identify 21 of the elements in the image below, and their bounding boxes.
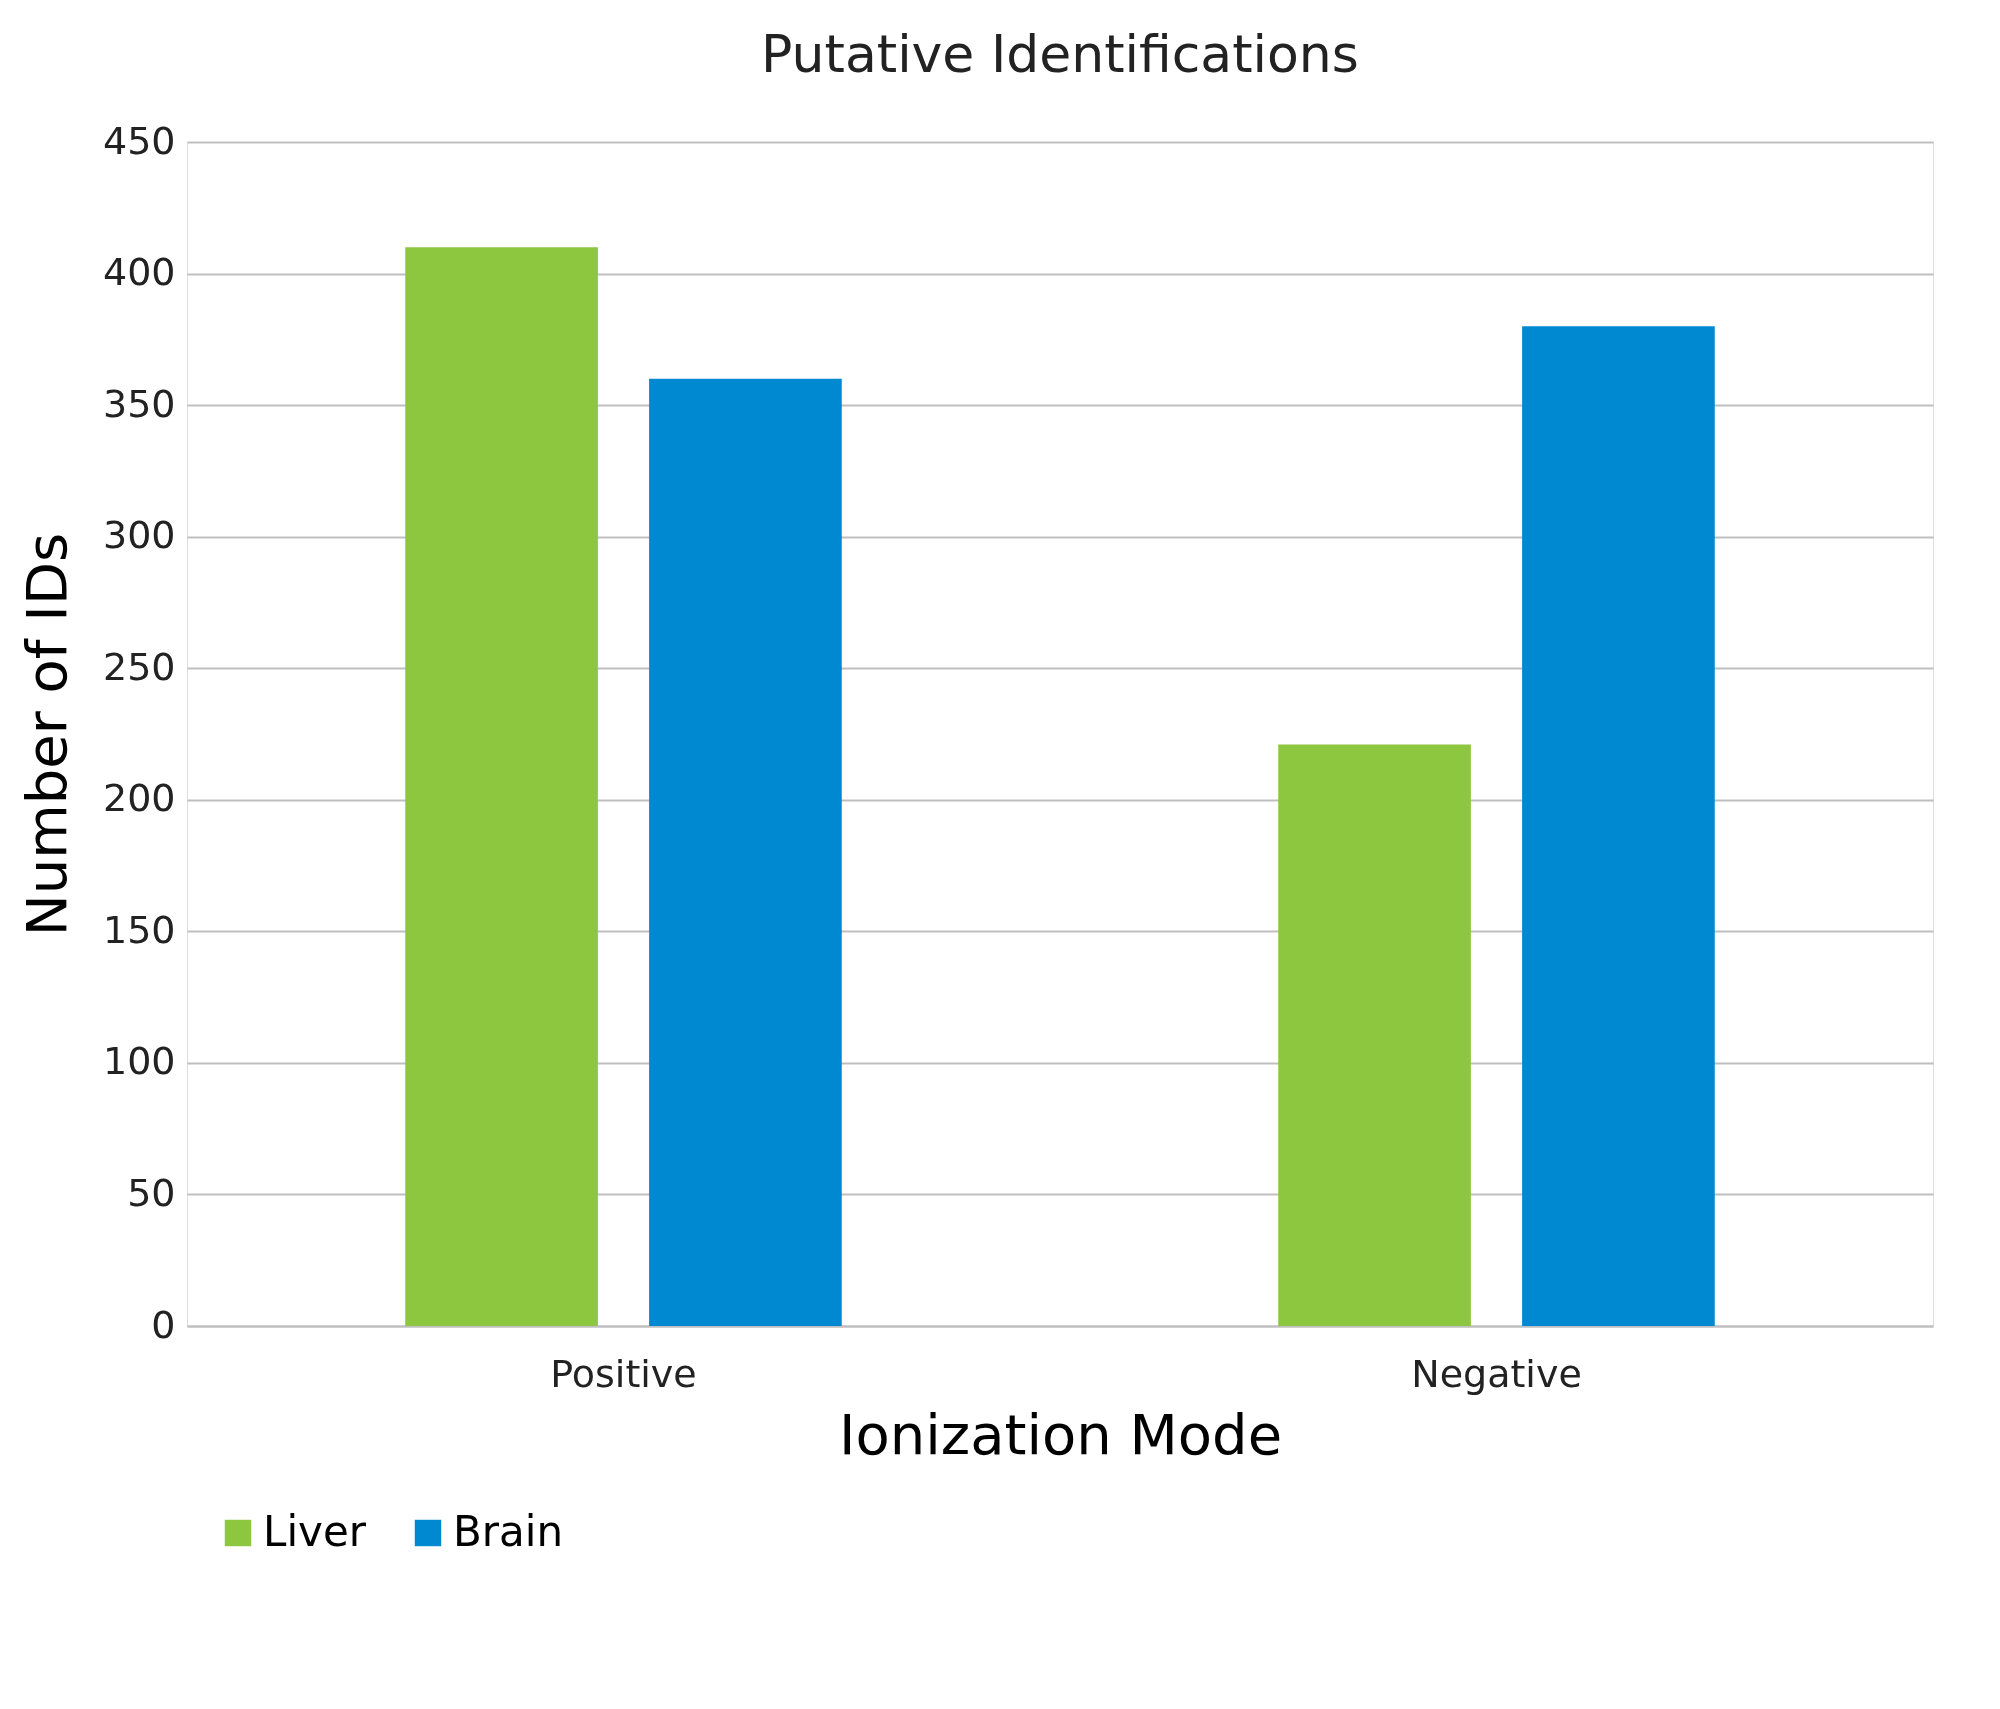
y-tick-label: 200 [102, 776, 176, 821]
y-tick-label: 0 [151, 1302, 176, 1347]
y-tick-label: 400 [102, 250, 176, 295]
y-tick-label: 100 [102, 1039, 176, 1084]
y-tick-label: 150 [102, 907, 176, 952]
x-tick-label: Positive [550, 1351, 697, 1396]
bar [405, 247, 598, 1326]
y-tick-label: 450 [102, 118, 176, 163]
bar [1278, 744, 1471, 1326]
legend-label: Brain [453, 1507, 564, 1556]
y-axis-title: Number of IDs [13, 532, 79, 937]
y-tick-label: 50 [127, 1170, 176, 1215]
y-tick-label: 300 [102, 513, 176, 558]
bar [649, 378, 842, 1326]
y-tick-label: 350 [102, 381, 176, 426]
legend-label: Liver [263, 1507, 367, 1556]
chart-title: Putative Identifications [761, 24, 1359, 84]
bar [1522, 326, 1715, 1326]
y-tick-label: 250 [102, 644, 176, 689]
x-axis-title: Ionization Mode [838, 1401, 1283, 1467]
x-tick-label: Negative [1411, 1351, 1582, 1396]
